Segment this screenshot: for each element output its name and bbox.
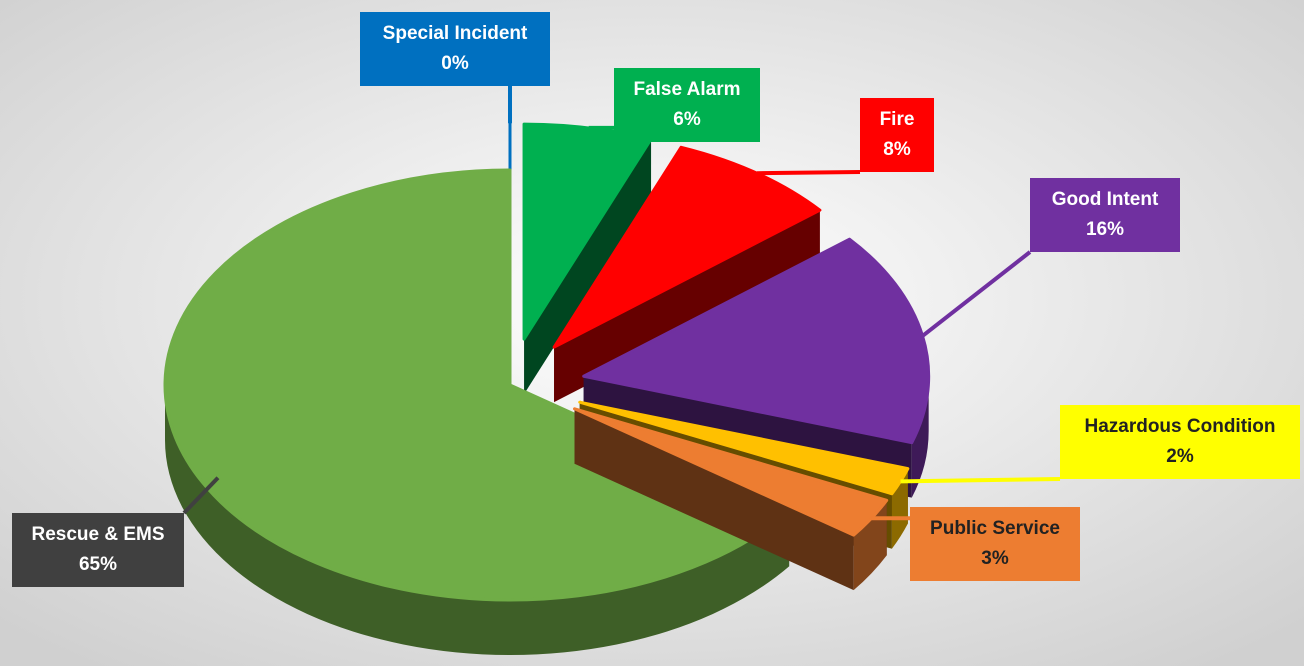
slice-side — [554, 210, 820, 403]
label-category: False Alarm — [633, 79, 740, 100]
leader-line — [921, 250, 1032, 338]
leader-line — [900, 477, 1061, 484]
label-value: 2% — [1166, 446, 1194, 467]
label-value: 8% — [883, 139, 911, 160]
leader-line — [756, 170, 861, 176]
label-category: Fire — [880, 109, 915, 130]
label-category: Good Intent — [1052, 189, 1159, 210]
label-box — [1030, 178, 1180, 252]
label-category: Rescue & EMS — [31, 524, 164, 545]
label-value: 3% — [981, 548, 1009, 569]
label-value: 0% — [441, 53, 469, 74]
slice-wall — [911, 376, 929, 498]
label-box — [1060, 405, 1300, 479]
label-box — [910, 507, 1080, 581]
slice — [163, 168, 791, 602]
label-category: Public Service — [930, 518, 1060, 539]
label-category: Hazardous Condition — [1084, 416, 1275, 437]
label-value: 16% — [1086, 219, 1124, 240]
label-box — [360, 12, 550, 86]
slice-side — [524, 139, 652, 395]
pie — [163, 121, 931, 655]
label-value: 6% — [673, 109, 701, 130]
slice — [582, 237, 931, 445]
label-box — [860, 98, 934, 172]
slice-side — [574, 408, 854, 591]
slice-wall — [165, 385, 790, 655]
slice — [573, 407, 889, 537]
labels: Special Incident 0% False Alarm 6% Fire 8% Goo… — [12, 12, 1300, 587]
slice-wall — [853, 500, 887, 591]
leader-line — [182, 476, 220, 515]
label-box — [12, 513, 184, 587]
label-value: 65% — [79, 554, 117, 575]
label-category: Special Incident — [383, 23, 528, 44]
label-box — [614, 68, 760, 142]
